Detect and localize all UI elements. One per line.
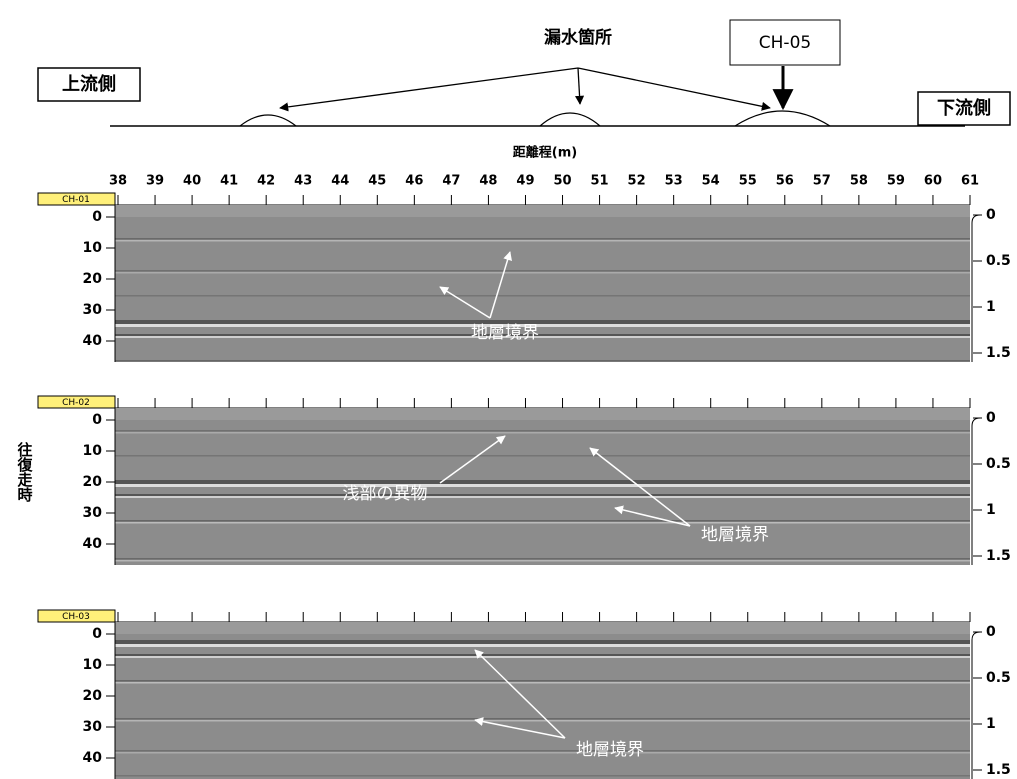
distance-tick-label: 61 bbox=[961, 174, 979, 189]
distance-tick-label: 46 bbox=[405, 174, 423, 189]
right-tick-label: 0.5 bbox=[986, 670, 1011, 686]
left-tick-label: 40 bbox=[83, 750, 103, 766]
arrow bbox=[578, 68, 580, 104]
distance-tick-label: 40 bbox=[183, 174, 201, 189]
left-tick-label: 20 bbox=[83, 271, 103, 287]
channel-label: CH-02 bbox=[62, 398, 90, 408]
radar-surface bbox=[115, 622, 970, 634]
right-tick-label: 1 bbox=[986, 502, 996, 518]
distance-tick-label: 58 bbox=[850, 174, 868, 189]
left-tick-label: 30 bbox=[83, 302, 103, 318]
radar-image bbox=[115, 205, 970, 362]
distance-tick-label: 47 bbox=[442, 174, 460, 189]
left-tick-label: 20 bbox=[83, 688, 103, 704]
left-tick-label: 10 bbox=[83, 657, 103, 673]
channel-label: CH-01 bbox=[62, 195, 90, 205]
distance-tick-label: 52 bbox=[628, 174, 646, 189]
right-tick-label: 1.5 bbox=[986, 548, 1011, 564]
distance-tick-label: 56 bbox=[776, 174, 794, 189]
radar-image bbox=[115, 622, 970, 779]
channel-box-label: CH-05 bbox=[759, 33, 811, 53]
distance-tick-label: 43 bbox=[294, 174, 312, 189]
left-tick-label: 0 bbox=[92, 626, 102, 642]
right-tick-label: 0.5 bbox=[986, 456, 1011, 472]
annotation: 浅部の異物 bbox=[343, 484, 428, 504]
right-tick-label: 1 bbox=[986, 299, 996, 315]
distance-tick-label: 53 bbox=[665, 174, 683, 189]
channel-label: CH-03 bbox=[62, 612, 90, 622]
leak-label: 漏水箇所 bbox=[544, 27, 612, 48]
right-tick-label: 0.5 bbox=[986, 253, 1011, 269]
left-tick-label: 30 bbox=[83, 719, 103, 735]
right-tick-label: 1.5 bbox=[986, 345, 1011, 361]
left-tick-label: 0 bbox=[92, 412, 102, 428]
radar-image bbox=[115, 408, 970, 565]
annotation: 地層境界 bbox=[576, 740, 644, 760]
distance-tick-label: 60 bbox=[924, 174, 942, 189]
left-tick-label: 0 bbox=[92, 209, 102, 225]
annotation: 地層境界 bbox=[471, 323, 539, 343]
right-axis bbox=[972, 632, 980, 779]
right-tick-label: 0 bbox=[986, 410, 996, 426]
radar-surface bbox=[115, 205, 970, 217]
arrow bbox=[280, 68, 578, 108]
right-axis bbox=[972, 215, 980, 362]
distance-tick-label: 51 bbox=[591, 174, 609, 189]
distance-tick-label: 50 bbox=[553, 174, 571, 189]
right-axis bbox=[972, 418, 980, 565]
distance-tick-label: 55 bbox=[739, 174, 757, 189]
upstream-label: 上流側 bbox=[62, 73, 116, 95]
left-tick-label: 10 bbox=[83, 443, 103, 459]
leak-bump bbox=[735, 111, 830, 126]
annotation: 地層境界 bbox=[701, 525, 769, 545]
right-tick-label: 1.5 bbox=[986, 762, 1011, 778]
distance-tick-label: 54 bbox=[702, 174, 720, 189]
distance-tick-label: 49 bbox=[516, 174, 534, 189]
left-tick-label: 40 bbox=[83, 536, 103, 552]
figure: 漏水箇所 CH-05 上流側 下流側 距離程(m) 往復走時 38 39 40 41 4… bbox=[0, 0, 1017, 779]
radar-surface bbox=[115, 408, 970, 420]
leak-bump bbox=[240, 115, 296, 126]
left-tick-label: 20 bbox=[83, 474, 103, 490]
left-tick-label: 40 bbox=[83, 333, 103, 349]
left-tick-label: 10 bbox=[83, 240, 103, 256]
right-tick-label: 0 bbox=[986, 624, 996, 640]
distance-tick-label: 44 bbox=[331, 174, 349, 189]
downstream-label: 下流側 bbox=[937, 97, 991, 119]
distance-tick-label: 38 bbox=[109, 174, 127, 189]
right-tick-label: 1 bbox=[986, 716, 996, 732]
distance-tick-label: 45 bbox=[368, 174, 386, 189]
distance-tick-label: 59 bbox=[887, 174, 905, 189]
distance-tick-label: 57 bbox=[813, 174, 831, 189]
leak-bump bbox=[540, 113, 600, 126]
arrow bbox=[578, 68, 770, 108]
left-tick-label: 30 bbox=[83, 505, 103, 521]
distance-tick-label: 48 bbox=[479, 174, 497, 189]
distance-tick-label: 39 bbox=[146, 174, 164, 189]
time-axis-title: 往復走時 bbox=[16, 441, 34, 503]
distance-tick-label: 42 bbox=[257, 174, 275, 189]
distance-title: 距離程(m) bbox=[513, 145, 577, 161]
distance-tick-label: 41 bbox=[220, 174, 238, 189]
right-tick-label: 0 bbox=[986, 207, 996, 223]
